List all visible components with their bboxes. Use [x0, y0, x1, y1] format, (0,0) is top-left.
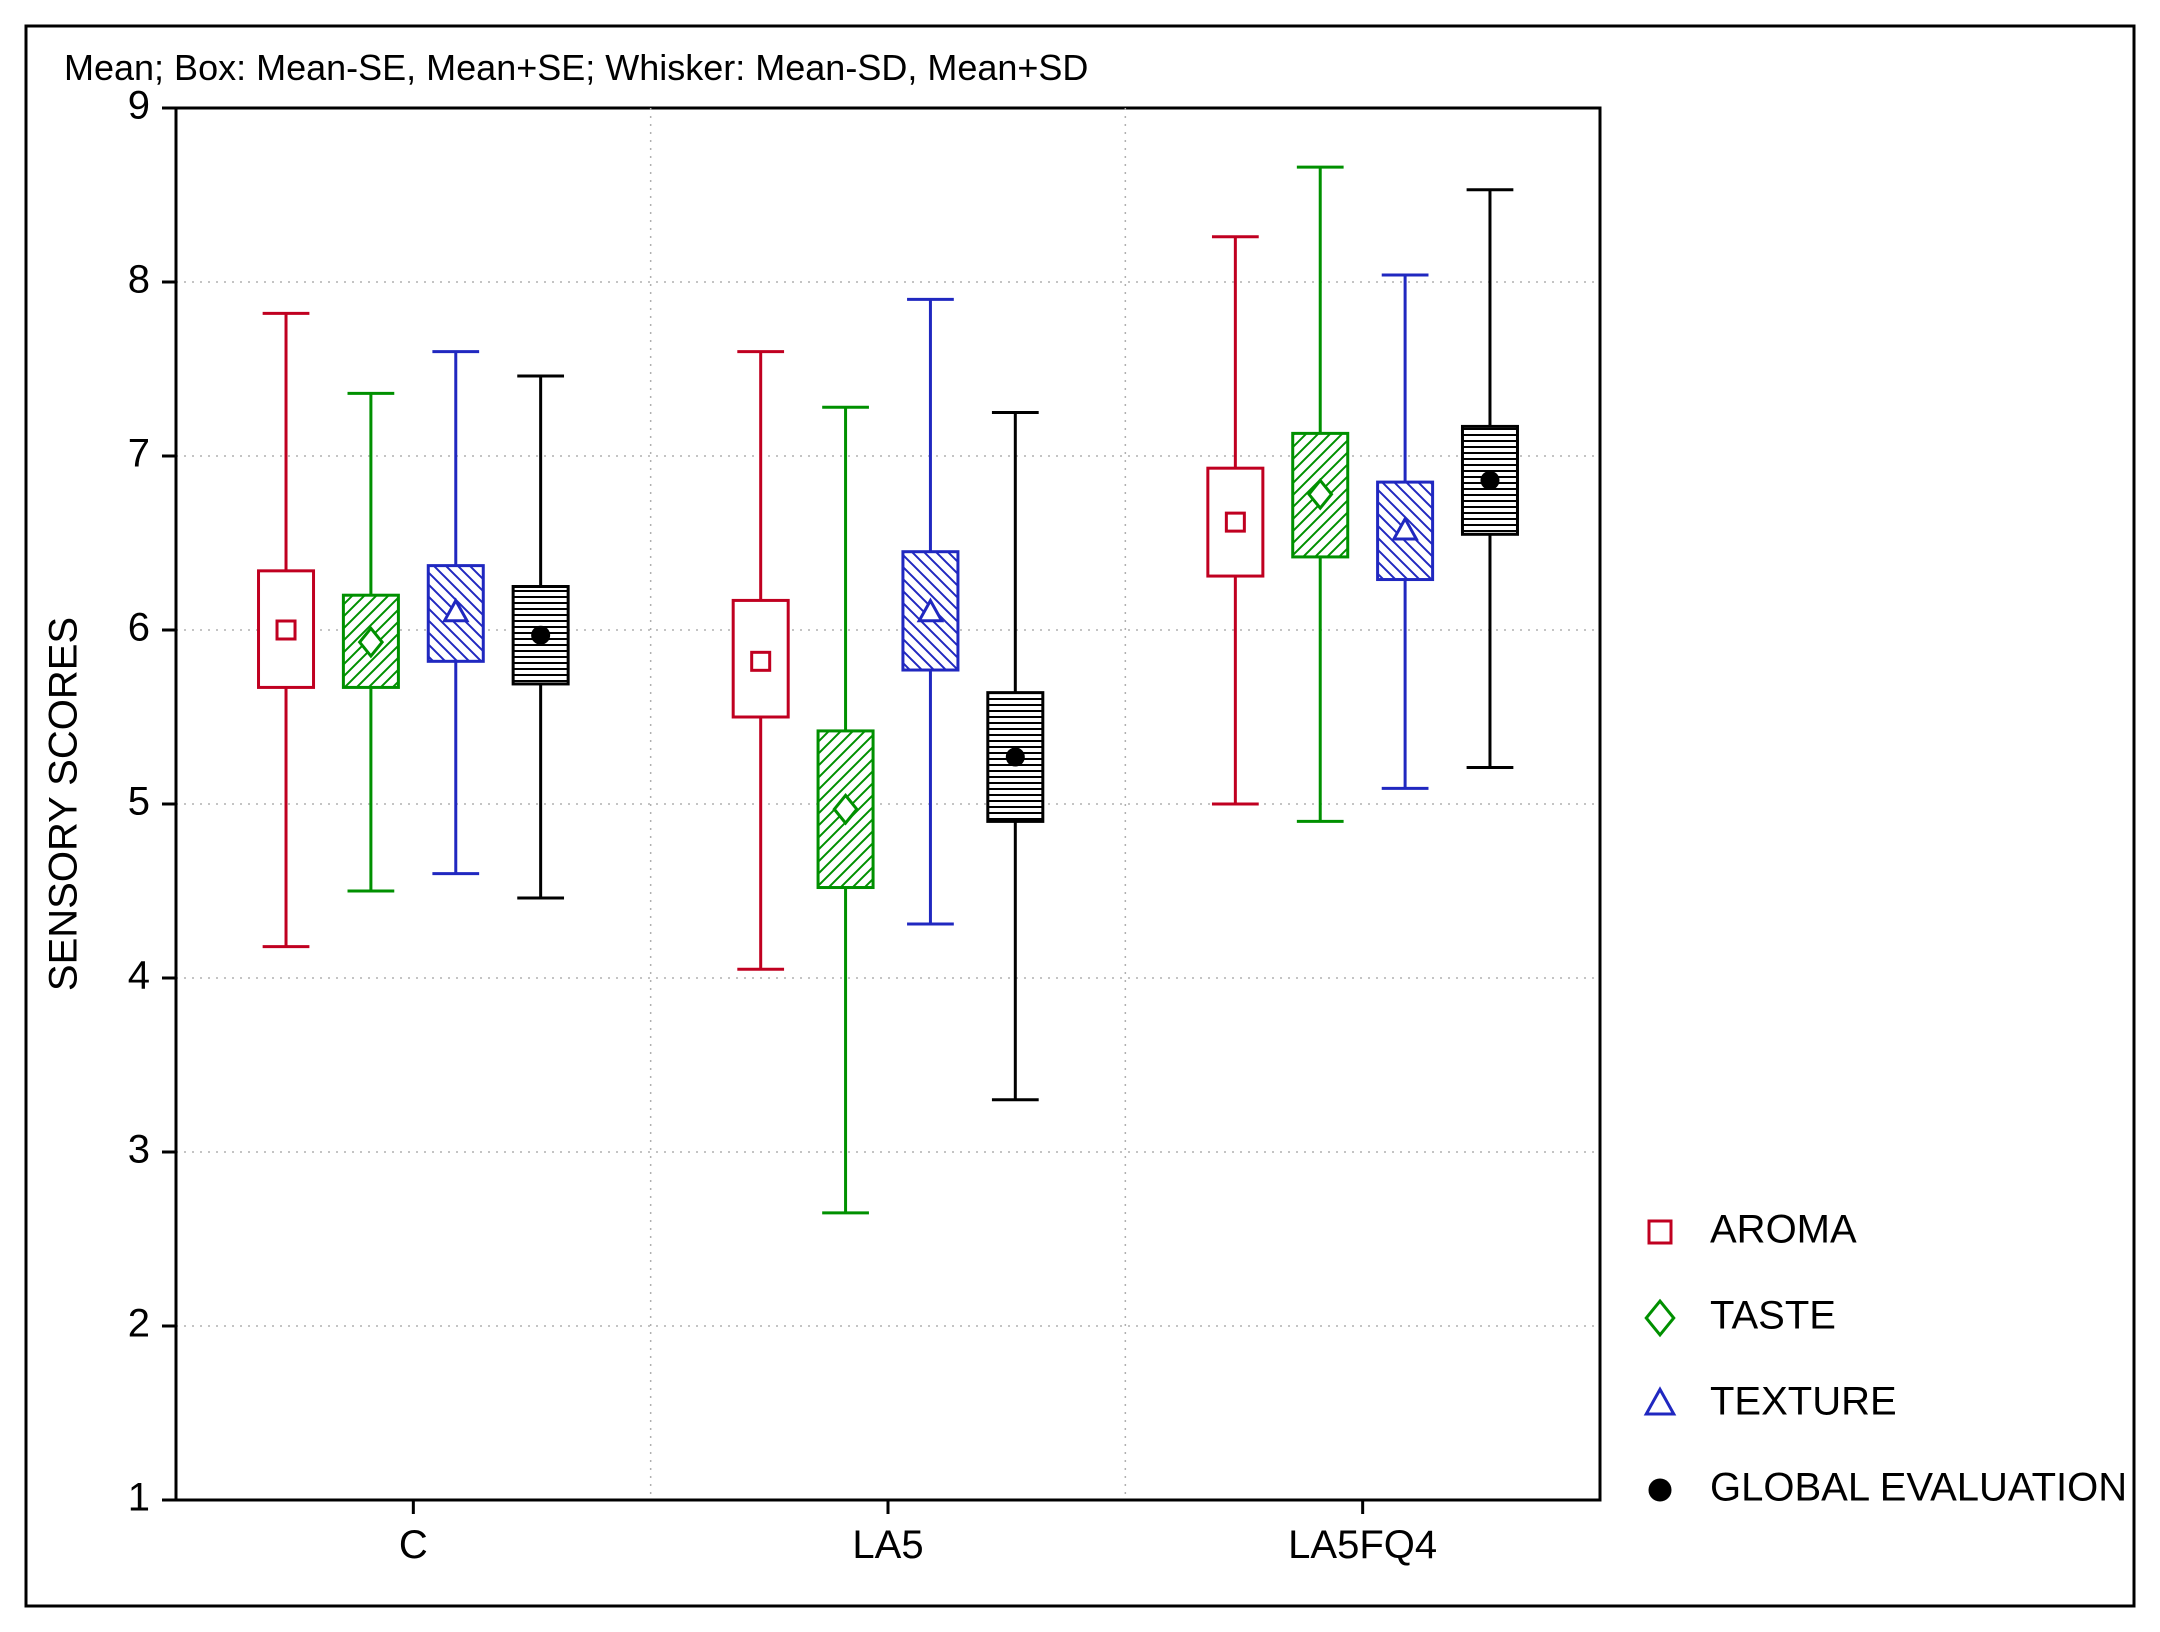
legend-item: TEXTURE [1646, 1380, 1896, 1424]
x-tick-label: C [399, 1523, 428, 1567]
box-whisker [513, 376, 568, 898]
outer-border [26, 26, 2134, 1606]
chart-title: Mean; Box: Mean-SE, Mean+SE; Whisker: Me… [64, 47, 1088, 88]
mean-marker [752, 652, 770, 670]
box-whisker [1462, 190, 1517, 768]
box-whisker [988, 413, 1043, 1100]
box-whisker [1208, 237, 1263, 804]
box-whisker [259, 313, 314, 946]
y-tick-label: 3 [128, 1128, 150, 1172]
mean-marker [277, 621, 295, 639]
legend-label: AROMA [1710, 1208, 1857, 1252]
x-tick-label: LA5FQ4 [1288, 1523, 1437, 1567]
mean-marker [1481, 471, 1499, 489]
y-tick-label: 5 [128, 780, 150, 824]
y-tick-label: 7 [128, 432, 150, 476]
legend-item: TASTE [1646, 1294, 1836, 1338]
legend-label: TASTE [1710, 1294, 1836, 1338]
y-tick-label: 9 [128, 84, 150, 128]
mean-marker [1006, 748, 1024, 766]
y-tick-label: 8 [128, 258, 150, 302]
box-whisker [903, 299, 958, 924]
legend-label: GLOBAL EVALUATION [1710, 1466, 2127, 1510]
box-whisker [428, 352, 483, 874]
mean-marker [1649, 1221, 1671, 1243]
mean-marker [532, 626, 550, 644]
box-whisker [343, 393, 398, 891]
y-axis-label: SENSORY SCORES [42, 617, 86, 991]
legend-label: TEXTURE [1710, 1380, 1897, 1424]
mean-marker [1649, 1479, 1671, 1501]
boxplot-chart: Mean; Box: Mean-SE, Mean+SE; Whisker: Me… [0, 0, 2160, 1632]
mean-marker [1646, 1301, 1674, 1335]
y-tick-label: 6 [128, 606, 150, 650]
mean-marker [1646, 1389, 1674, 1414]
box-whisker [818, 407, 873, 1213]
y-tick-label: 2 [128, 1302, 150, 1346]
y-tick-label: 1 [128, 1476, 150, 1520]
legend-item: AROMA [1649, 1208, 1857, 1252]
chart-container: Mean; Box: Mean-SE, Mean+SE; Whisker: Me… [0, 0, 2160, 1632]
y-tick-label: 4 [128, 954, 150, 998]
legend-item: GLOBAL EVALUATION [1649, 1466, 2127, 1510]
box-whisker [733, 352, 788, 970]
box-whisker [1378, 275, 1433, 788]
box-whisker [1293, 167, 1348, 821]
mean-marker [1226, 513, 1244, 531]
x-tick-label: LA5 [852, 1523, 923, 1567]
